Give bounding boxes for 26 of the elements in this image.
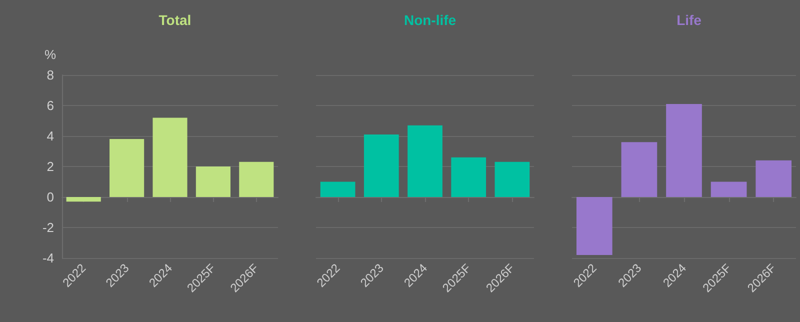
bar — [364, 134, 399, 197]
y-tick-label: 0 — [46, 190, 54, 204]
y-tick-label: 4 — [46, 128, 54, 144]
bar — [408, 125, 442, 197]
y-tick-label: -4 — [42, 250, 54, 266]
y-tick-label: 6 — [46, 98, 54, 113]
y-axis-title: % — [44, 47, 56, 62]
bar — [666, 104, 702, 197]
y-tick-label: 2 — [46, 159, 54, 174]
bar — [196, 166, 230, 197]
bar — [152, 118, 188, 197]
chart-title: Total — [158, 12, 192, 28]
y-tick-label: -2 — [42, 220, 54, 235]
bar — [451, 157, 486, 197]
bar — [621, 142, 658, 197]
bar — [494, 162, 530, 197]
bar — [756, 160, 792, 197]
bar — [320, 182, 356, 197]
bar — [110, 139, 144, 197]
bar — [710, 182, 747, 197]
bar — [66, 197, 101, 202]
bar — [576, 197, 612, 255]
y-tick-label: 8 — [46, 68, 54, 82]
chart-title: Non-life — [404, 12, 456, 28]
bar — [239, 162, 274, 197]
chart-title: Life — [676, 12, 702, 28]
